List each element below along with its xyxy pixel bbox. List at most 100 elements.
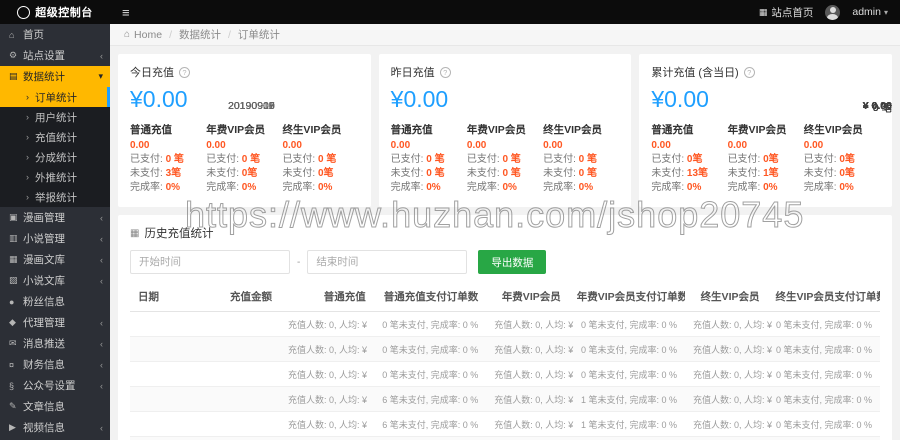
sidebar-item[interactable]: ◆ 代理管理 ‹ bbox=[0, 312, 110, 333]
caret-icon: › bbox=[26, 152, 29, 162]
column-header: 终生VIP会员支付订单数 bbox=[767, 282, 880, 312]
panel-title: ▦ 历史充值统计 bbox=[130, 225, 880, 241]
cards-row: 今日充值 ? ¥0.00 普通充值 0.00 已支付: 0 笔 未支付: 3笔 … bbox=[118, 54, 893, 207]
sidebar-subitem-label: 用户统计 bbox=[35, 111, 77, 124]
sidebar-item[interactable]: ▦ 漫画文库 ‹ bbox=[0, 249, 110, 270]
sidebar-item-label: 数据统计 bbox=[23, 71, 65, 83]
stat-unpaid-line: 未支付: 1笔 bbox=[727, 168, 779, 179]
export-data-button[interactable]: 导出数据 bbox=[478, 250, 547, 274]
chevron-icon: ‹ bbox=[100, 212, 103, 223]
stat-column-name: 终生VIP会员 bbox=[803, 124, 863, 136]
stat-column-name: 普通充值 bbox=[130, 124, 172, 136]
sidebar-item-label: 首页 bbox=[23, 29, 44, 41]
date-cell: 20190909 bbox=[130, 100, 275, 412]
stat-column-name: 普通充值 bbox=[651, 124, 694, 136]
card-columns: 普通充值 0.00 已支付: 0 笔 未支付: 3笔 完成率: 0% 年费VIP… bbox=[130, 122, 359, 195]
end-date-input[interactable] bbox=[307, 250, 468, 274]
card-title: 今日充值 ? bbox=[130, 64, 359, 80]
sidebar-subitem[interactable]: › 充值统计 bbox=[0, 127, 110, 147]
sidebar-subitem[interactable]: › 用户统计 bbox=[0, 107, 110, 127]
value-cell: ¥ 0.00 bbox=[197, 100, 892, 337]
hamburger-menu-icon[interactable]: ≡ bbox=[122, 4, 130, 20]
card-stat-column: 普通充值 0.00 已支付: 0 笔 未支付: 3笔 完成率: 0% bbox=[130, 122, 206, 195]
column-header: 普通充值 bbox=[280, 282, 374, 312]
sidebar-subitem[interactable]: › 外推统计 bbox=[0, 167, 110, 187]
start-date-input[interactable] bbox=[130, 250, 290, 274]
sidebar-subitem[interactable]: › 分成统计 bbox=[0, 147, 110, 167]
panel-title-label: 历史充值统计 bbox=[144, 228, 214, 240]
avatar[interactable] bbox=[825, 4, 841, 20]
stat-column-value: 0.00 bbox=[206, 140, 226, 151]
stat-column-value: 0.00 bbox=[282, 140, 302, 151]
sidebar-item[interactable]: ▤ 数据统计 ▾ bbox=[0, 66, 110, 87]
stat-rate-line: 完成率: 0% bbox=[543, 182, 594, 193]
sidebar-subitem[interactable]: › 订单统计 bbox=[0, 87, 110, 107]
card-total-amount: ¥0.00 bbox=[390, 86, 449, 112]
app-logo[interactable]: 超级控制台 bbox=[0, 0, 110, 24]
stat-column-name: 年费VIP会员 bbox=[206, 124, 266, 136]
sidebar-item[interactable]: ▶ 视频信息 ‹ bbox=[0, 417, 110, 438]
table-header-row: 日期 充值金额 普通充值 普通充值支付订单数 年费VIP会员 年费VIP会员支付订单数 终生… bbox=[130, 282, 880, 312]
sidebar-item[interactable]: ✎ 文章信息 bbox=[0, 396, 110, 417]
stat-paid-line: 已支付: 0 笔 bbox=[466, 154, 521, 165]
card-stat-column: 终生VIP会员 0.00 已支付: 0 笔 未支付: 0笔 完成率: 0% bbox=[282, 122, 358, 195]
agent-icon: ◆ bbox=[9, 317, 16, 327]
main-content: 今日充值 ? ¥0.00 普通充值 0.00 已支付: 0 笔 未支付: 3笔 … bbox=[110, 46, 900, 440]
stat-column-value: 0.00 bbox=[543, 140, 563, 151]
column-header: 充值金额 bbox=[197, 282, 280, 312]
sidebar-item-label: 小说管理 bbox=[23, 233, 65, 245]
date-cell: 20190910 bbox=[130, 100, 275, 387]
article-icon: ✎ bbox=[9, 401, 17, 411]
sidebar-item[interactable]: § 公众号设置 ‹ bbox=[0, 375, 110, 396]
breadcrumb-home[interactable]: ⌂ Home bbox=[124, 28, 163, 41]
sidebar-item-label: 漫画文库 bbox=[23, 254, 65, 266]
sidebar-item[interactable]: ¤ 财务信息 ‹ bbox=[0, 354, 110, 375]
help-icon[interactable]: ? bbox=[743, 66, 755, 78]
value-cell: ¥ 0.00 bbox=[197, 100, 892, 412]
chevron-icon: ▾ bbox=[98, 71, 103, 81]
site-home-link[interactable]: ▦ 站点首页 bbox=[759, 5, 814, 20]
sidebar-subitem-label: 外推统计 bbox=[35, 171, 77, 184]
breadcrumb-section: 数据统计 bbox=[178, 29, 221, 41]
chevron-down-icon: ▾ bbox=[883, 7, 888, 17]
home-icon: ⌂ bbox=[124, 29, 131, 40]
sidebar-item[interactable]: ▥ 小说管理 ‹ bbox=[0, 228, 110, 249]
sidebar-item[interactable]: ▨ 小说文库 ‹ bbox=[0, 270, 110, 291]
sidebar-subitem[interactable]: › 举报统计 bbox=[0, 187, 110, 207]
sidebar-item[interactable]: ⌂ 首页 bbox=[0, 24, 110, 45]
help-icon[interactable]: ? bbox=[439, 66, 451, 78]
card-title: 累计充值 (含当日) ? bbox=[651, 64, 880, 80]
stat-unpaid-line: 未支付: 0 笔 bbox=[390, 168, 445, 179]
sidebar-item[interactable]: ● 粉丝信息 bbox=[0, 291, 110, 312]
stat-column-value: 0.00 bbox=[390, 140, 411, 151]
value-cell: ¥ 0.00 bbox=[197, 100, 892, 440]
sidebar-subitem-label: 举报统计 bbox=[35, 191, 77, 204]
card-stat-column: 年费VIP会员 0.00 已支付: 0 笔 未支付: 0 笔 完成率: 0% bbox=[467, 122, 543, 195]
card-stat-column: 普通充值 0.00 已支付: 0笔 未支付: 13笔 完成率: 0% bbox=[651, 122, 727, 195]
stat-rate-line: 完成率: 0% bbox=[206, 182, 257, 193]
sidebar-item[interactable]: ▣ 漫画管理 ‹ bbox=[0, 207, 110, 228]
help-icon[interactable]: ? bbox=[179, 66, 190, 78]
sidebar-item[interactable]: ✉ 消息推送 ‹ bbox=[0, 333, 110, 354]
caret-icon: › bbox=[26, 112, 29, 122]
sidebar-subitem-label: 分成统计 bbox=[35, 151, 77, 164]
sidebar-item[interactable]: ⚙ 站点设置 ‹ bbox=[0, 45, 110, 66]
stat-rate-line: 完成率: 0% bbox=[466, 182, 517, 193]
sidebar-menu: ⌂ 首页 ⚙ 站点设置 ‹ ▤ 数据统计 ▾ › 订单统计 › 用户统计 › 充… bbox=[0, 24, 110, 438]
date-cell: 20190909 bbox=[130, 100, 275, 437]
chevron-icon: ‹ bbox=[100, 380, 103, 391]
stat-column-name: 普通充值 bbox=[390, 124, 433, 136]
stat-rate-line: 完成率: 0% bbox=[130, 182, 181, 193]
caret-icon: › bbox=[26, 92, 29, 102]
user-menu[interactable]: admin ▾ bbox=[852, 6, 888, 18]
